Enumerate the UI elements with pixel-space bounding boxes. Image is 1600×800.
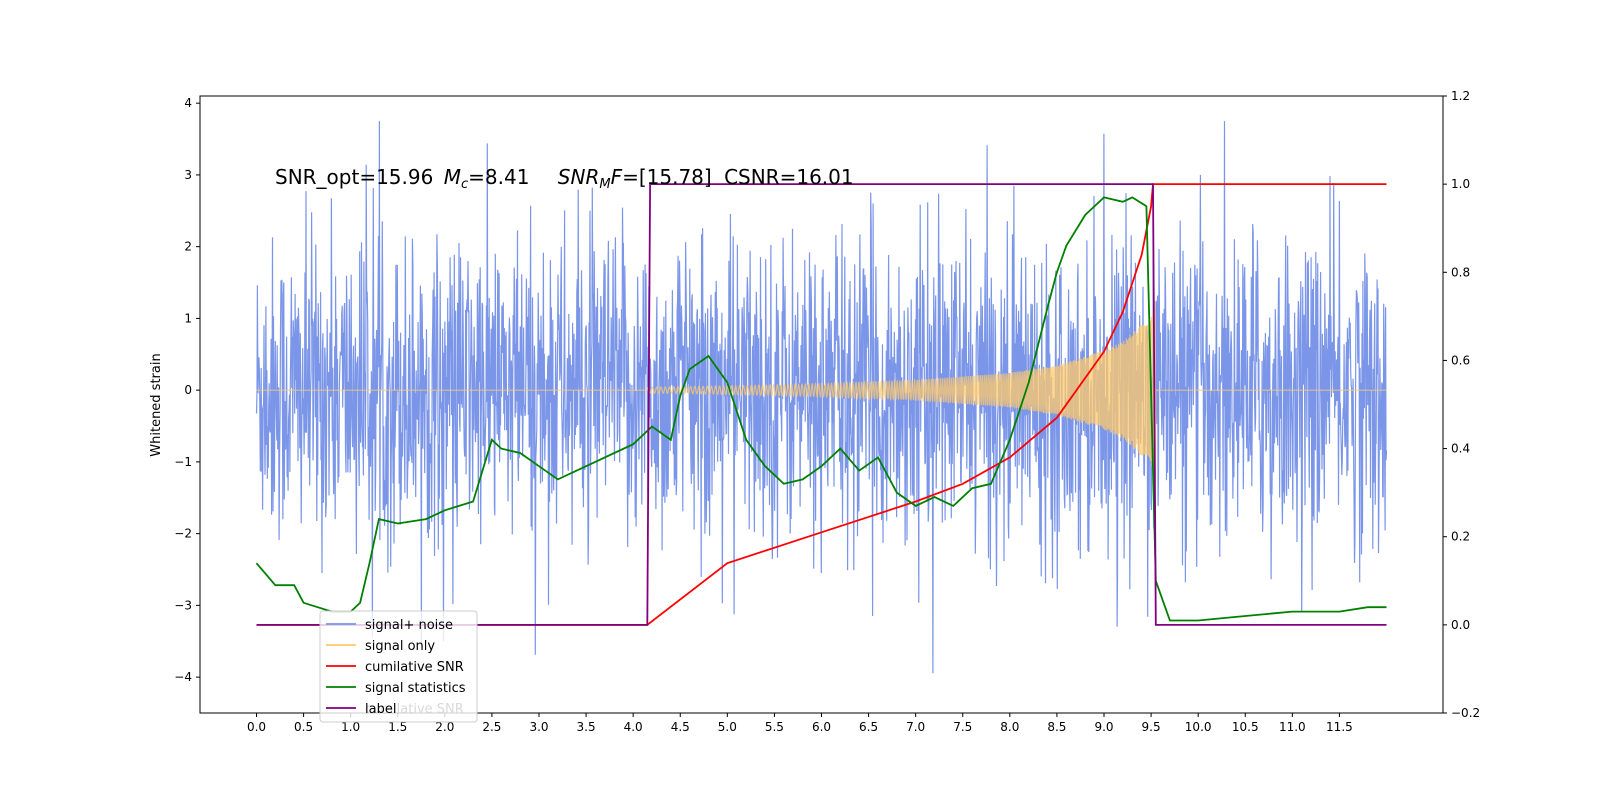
annotation-snr-mf-f: F bbox=[611, 165, 623, 189]
x-tick-label-10: 5.0 bbox=[718, 720, 737, 734]
annotation-snr-mf-sub: M bbox=[599, 177, 610, 192]
x-tick-label-19: 9.5 bbox=[1142, 720, 1161, 734]
annotation-snr-mf-symbol: SNR bbox=[558, 165, 600, 189]
y2-tick-label-5: 0.2 bbox=[1451, 530, 1470, 544]
x-tick-label-12: 6.0 bbox=[812, 720, 831, 734]
legend-label-1: signal only bbox=[365, 639, 435, 654]
y-tick-label-8: −4 bbox=[174, 670, 192, 684]
y-axis-right: 1.2 1.0 0.8 0.6 0.4 0.2 0.0 −0.2 bbox=[1443, 89, 1480, 720]
x-tick-label-8: 4.0 bbox=[624, 720, 643, 734]
legend: cumilative SNR signal+ noise signal only c… bbox=[319, 610, 478, 723]
x-tick-label-15: 7.5 bbox=[953, 720, 972, 734]
annotation-snr-opt: SNR_opt=15.96 bbox=[275, 165, 433, 189]
y2-tick-label-4: 0.4 bbox=[1451, 442, 1470, 456]
x-tick-label-17: 8.5 bbox=[1047, 720, 1066, 734]
legend-label-0: signal+ noise bbox=[365, 618, 453, 633]
svg-text:SNR_opt=15.96 Mc=8.41: SNR_opt=15.96 Mc=8.41 SNRMF=[15.78] CSNR… bbox=[275, 165, 854, 192]
series-lines bbox=[255, 183, 1387, 626]
x-tick-label-9: 4.5 bbox=[671, 720, 690, 734]
x-tick-label-3: 1.5 bbox=[388, 720, 407, 734]
annotation-mc-symbol: M bbox=[444, 165, 461, 189]
x-tick-label-18: 9.0 bbox=[1094, 720, 1113, 734]
y-tick-label-0: 4 bbox=[184, 96, 192, 110]
x-tick-label-23: 11.5 bbox=[1326, 720, 1353, 734]
x-tick-label-0: 0.0 bbox=[247, 720, 266, 734]
x-tick-label-22: 11.0 bbox=[1279, 720, 1306, 734]
legend-label-2: cumilative SNR bbox=[365, 660, 464, 675]
y-tick-label-1: 3 bbox=[184, 168, 192, 182]
x-tick-label-7: 3.5 bbox=[577, 720, 596, 734]
x-tick-label-11: 5.5 bbox=[765, 720, 784, 734]
series-line-signal-statistics bbox=[255, 196, 1387, 622]
annotation-mc-sub: c bbox=[461, 177, 468, 192]
series-signal-noise bbox=[255, 121, 1388, 674]
x-tick-label-4: 2.0 bbox=[435, 720, 454, 734]
annotation: SNR_opt=15.96 Mc=8.41 SNRMF=[15.78] CSNR… bbox=[275, 165, 854, 192]
x-tick-label-1: 0.5 bbox=[294, 720, 313, 734]
y2-tick-label-0: 1.2 bbox=[1451, 89, 1470, 103]
annotation-csnr: CSNR=16.01 bbox=[724, 165, 854, 189]
annotation-snr-mf: =[15.78] bbox=[622, 165, 712, 189]
x-tick-label-6: 3.0 bbox=[529, 720, 548, 734]
series-line-cumilative-SNR bbox=[256, 183, 1387, 626]
x-tick-label-5: 2.5 bbox=[482, 720, 501, 734]
y2-tick-label-6: 0.0 bbox=[1451, 618, 1470, 632]
y2-tick-label-2: 0.8 bbox=[1451, 265, 1470, 279]
y-tick-label-6: −2 bbox=[174, 527, 192, 541]
y-tick-label-3: 1 bbox=[184, 311, 192, 325]
plot-area bbox=[255, 121, 1388, 674]
x-tick-label-16: 8.0 bbox=[1000, 720, 1019, 734]
legend-label-3: signal statistics bbox=[365, 681, 466, 696]
x-axis: 0.0 0.5 1.0 1.5 2.0 2.5 3.0 3.5 4.0 4.5 5.0 5.5 6.0 6… bbox=[247, 713, 1353, 734]
legend-label-4: label bbox=[365, 702, 396, 717]
y-tick-label-2: 2 bbox=[184, 240, 192, 254]
y-tick-label-4: 0 bbox=[184, 383, 192, 397]
x-tick-label-14: 7.0 bbox=[906, 720, 925, 734]
signal-noise-line bbox=[255, 121, 1388, 674]
series-line-label bbox=[256, 183, 1387, 626]
signal-only-line bbox=[256, 300, 1387, 483]
y-tick-label-5: −1 bbox=[174, 455, 192, 469]
y2-tick-label-3: 0.6 bbox=[1451, 353, 1470, 367]
x-tick-label-20: 10.0 bbox=[1185, 720, 1212, 734]
x-tick-label-2: 1.0 bbox=[341, 720, 360, 734]
legend-hidden-entry: cumilative SNR bbox=[365, 702, 464, 717]
legend-frame bbox=[319, 610, 478, 723]
y-axis-left: 4 3 2 1 0 −1 −2 −3 −4 bbox=[174, 96, 200, 684]
y-axis-label: Whitened strain bbox=[149, 353, 164, 456]
x-tick-label-21: 10.5 bbox=[1232, 720, 1259, 734]
series-signal-only bbox=[256, 300, 1387, 483]
x-tick-label-13: 6.5 bbox=[859, 720, 878, 734]
y2-tick-label-1: 1.0 bbox=[1451, 177, 1470, 191]
annotation-mc: =8.41 bbox=[468, 165, 529, 189]
y-tick-label-7: −3 bbox=[174, 598, 192, 612]
y2-tick-label-7: −0.2 bbox=[1451, 706, 1480, 720]
